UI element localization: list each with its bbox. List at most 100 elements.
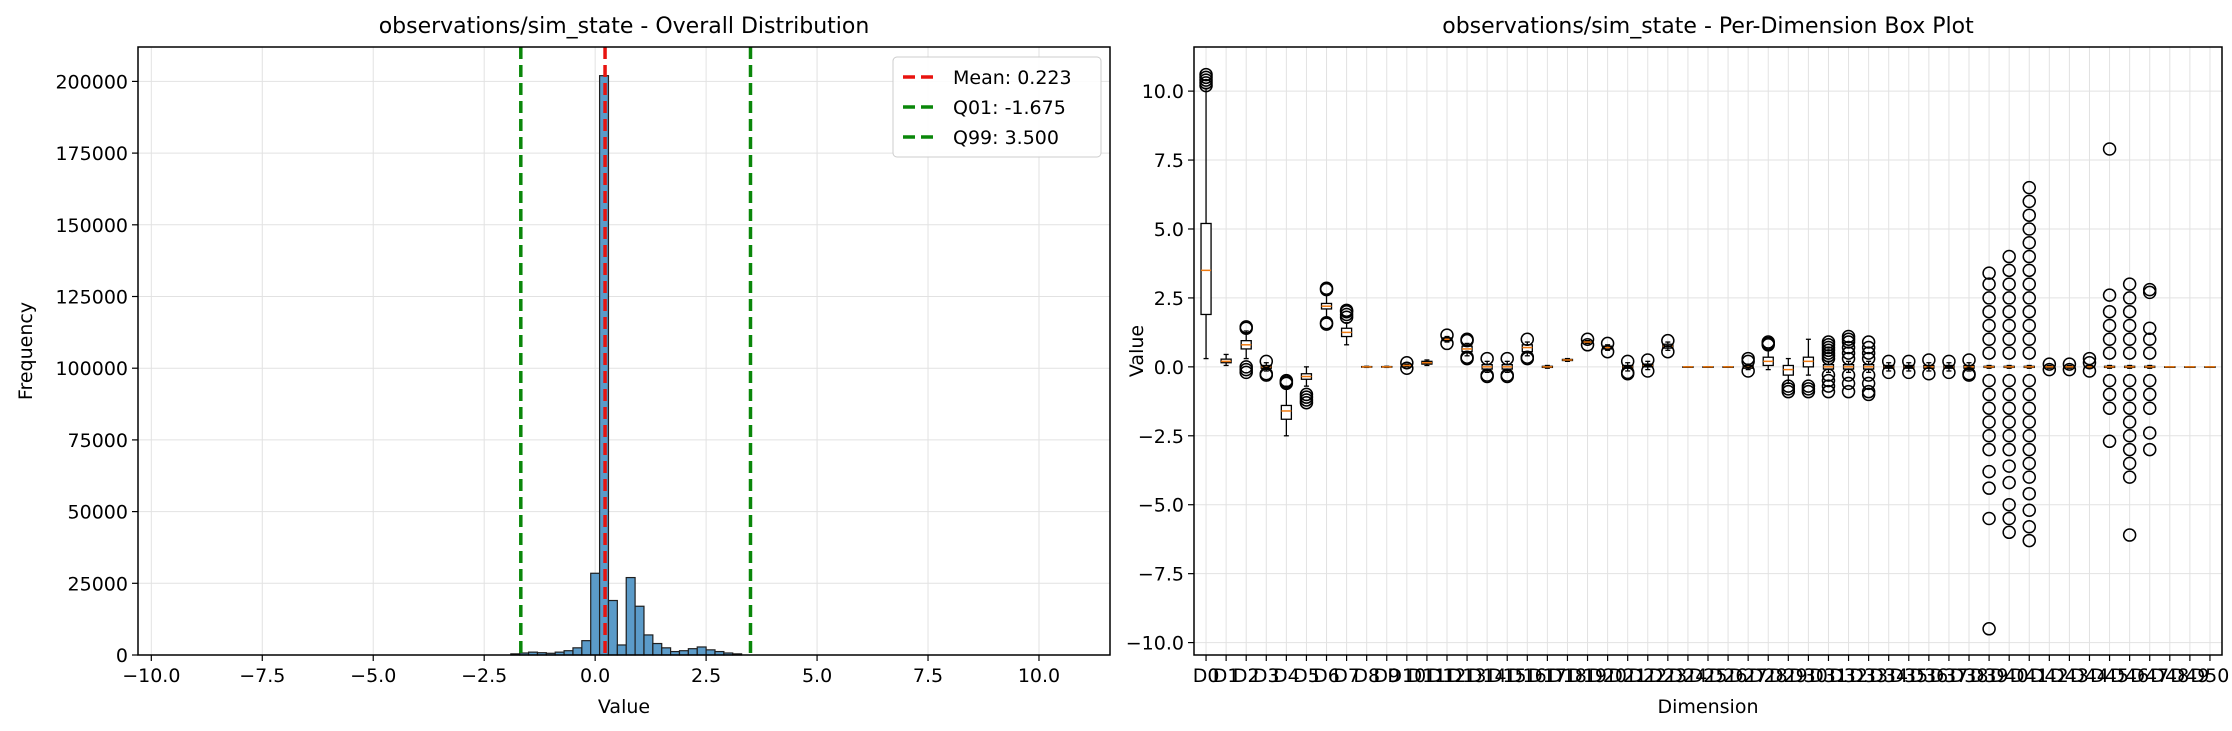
histogram-x-tick-label: −7.5 xyxy=(239,665,285,687)
box-outlier xyxy=(1400,355,1414,370)
box-outlier xyxy=(1982,481,1996,495)
boxplot-x-tick-label: D50 xyxy=(2191,665,2230,687)
box-outlier xyxy=(1460,350,1474,364)
histogram-bar xyxy=(687,648,698,656)
histogram-y-axis-label: Frequency xyxy=(15,302,37,400)
box-outlier xyxy=(1841,340,1856,355)
histogram-x-tick-label: 5.0 xyxy=(802,665,832,687)
box-outlier xyxy=(2142,442,2157,457)
box-outlier xyxy=(2022,470,2036,484)
histogram-title: observations/sim_state - Overall Distrib… xyxy=(379,14,870,39)
legend-label: Q01: -1.675 xyxy=(953,97,1066,119)
box-outlier xyxy=(1962,353,1976,367)
box-D45 xyxy=(2102,142,2117,449)
histogram-y-tick-label: 100000 xyxy=(55,358,128,380)
histogram-x-tick-label: 7.5 xyxy=(913,665,943,687)
box-outlier xyxy=(1841,376,1856,391)
box-outlier xyxy=(2042,362,2057,377)
box-outlier xyxy=(1861,335,1876,349)
boxplot-y-tick-label: −5.0 xyxy=(1138,495,1184,517)
box-outlier xyxy=(1982,266,1996,280)
box-outlier xyxy=(2022,277,2036,291)
box-outlier xyxy=(1861,376,1876,391)
histogram-y-tick-label: 0 xyxy=(116,645,128,667)
box-D34 xyxy=(1881,354,1896,380)
boxplot-y-tick-label: −2.5 xyxy=(1138,426,1184,448)
box-outlier xyxy=(2002,459,2016,473)
box-D31 xyxy=(1821,335,1836,399)
box-outlier xyxy=(2142,332,2157,347)
boxplot-x-tick-label: D17 xyxy=(1528,665,1567,687)
box-outlier xyxy=(2122,401,2137,415)
boxplot-x-tick-label: D42 xyxy=(2030,665,2069,687)
box-outlier xyxy=(1821,335,1836,349)
box-D12 xyxy=(1440,328,1454,351)
box-outlier xyxy=(1600,344,1615,359)
box-D15 xyxy=(1500,351,1514,384)
box-D49 xyxy=(2184,366,2196,369)
box-outlier xyxy=(1982,291,1996,305)
box-D40 xyxy=(2002,249,2016,540)
box-outlier xyxy=(1841,351,1856,366)
box-outlier xyxy=(2122,415,2137,429)
boxplot-y-tick-label: −10.0 xyxy=(1126,633,1184,655)
box-outlier xyxy=(2022,332,2036,347)
box-outlier xyxy=(1761,335,1775,349)
box-outlier xyxy=(2022,520,2036,534)
histogram-y-tick-label: 125000 xyxy=(55,287,128,309)
box-D10 xyxy=(1400,355,1414,375)
box-outlier xyxy=(2002,429,2016,443)
box-outlier xyxy=(1861,387,1876,402)
boxplot-x-tick-label: D32 xyxy=(1829,665,1868,687)
box-outlier xyxy=(2002,497,2016,512)
box-outlier xyxy=(2122,456,2137,471)
box-outlier xyxy=(1661,333,1675,348)
box-outlier xyxy=(2122,373,2137,388)
box-outlier xyxy=(2022,442,2036,457)
box-outlier xyxy=(2142,282,2157,297)
histogram-bar xyxy=(634,605,645,656)
box-D48 xyxy=(2164,366,2176,369)
box-outlier xyxy=(1781,384,1796,399)
box-D11 xyxy=(1421,359,1433,367)
boxplot-x-tick-label: D13 xyxy=(1448,665,1487,687)
box-D37 xyxy=(1942,354,1956,380)
box-outlier xyxy=(1319,317,1334,331)
box-outlier xyxy=(2002,277,2016,291)
box-outlier xyxy=(1982,387,1996,402)
box-D8 xyxy=(1361,365,1373,369)
box-outlier xyxy=(2022,373,2036,388)
histogram-y-tick-label: 75000 xyxy=(68,430,128,452)
box-outlier xyxy=(2022,291,2036,305)
box-outlier xyxy=(1500,351,1514,366)
box-D18 xyxy=(1561,357,1574,362)
box-outlier xyxy=(2082,355,2097,370)
box-outlier xyxy=(2102,401,2117,415)
box-outlier xyxy=(1480,351,1494,366)
boxplot-x-tick-label: D43 xyxy=(2050,665,2089,687)
box-outlier xyxy=(1922,353,1936,367)
box-outlier xyxy=(1580,338,1595,352)
box-D16 xyxy=(1520,332,1535,366)
boxplot-x-tick-label: D39 xyxy=(1970,665,2009,687)
box-outlier xyxy=(2122,277,2137,291)
box-D0 xyxy=(1199,67,1213,360)
box-outlier xyxy=(2022,304,2036,319)
box-outlier xyxy=(1400,361,1414,375)
box-outlier xyxy=(2102,318,2117,333)
histogram-y-tick-label: 150000 xyxy=(55,215,128,237)
box-outlier xyxy=(1982,442,1996,457)
box-outlier xyxy=(1279,376,1294,391)
box-outlier xyxy=(1821,379,1836,393)
histogram-y-tick-label: 175000 xyxy=(55,143,128,165)
box-outlier xyxy=(2022,208,2036,222)
box-outlier xyxy=(2002,525,2016,540)
box-outlier xyxy=(2102,288,2117,302)
box-outlier xyxy=(1259,368,1274,382)
box-outlier xyxy=(1460,332,1474,347)
boxplot-x-tick-label: D38 xyxy=(1950,665,1989,687)
box-outlier xyxy=(2022,222,2036,236)
box-outlier xyxy=(1861,340,1876,355)
histogram-x-tick-label: −2.5 xyxy=(461,665,507,687)
boxplot-x-tick-label: D26 xyxy=(1709,665,1748,687)
